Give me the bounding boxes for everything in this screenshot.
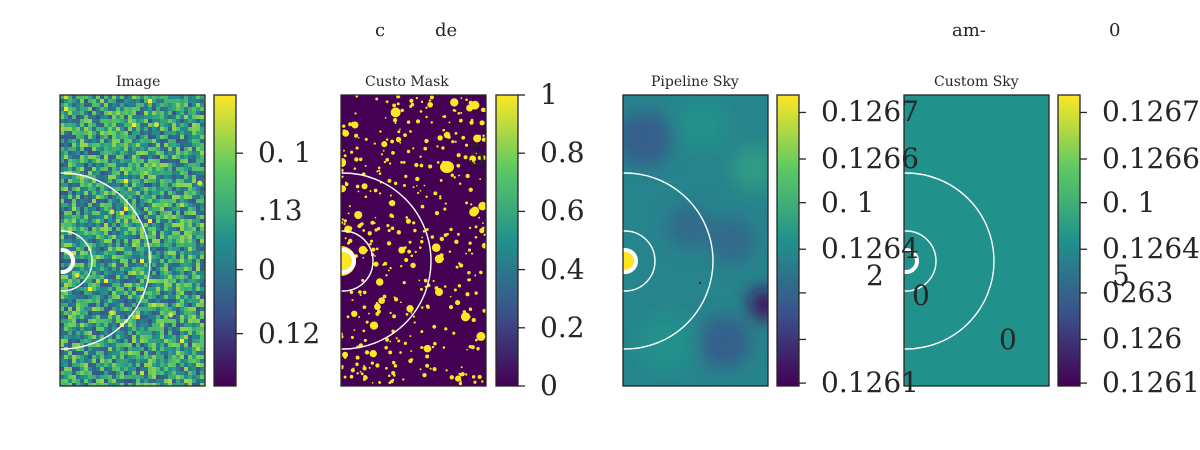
colorbar-tick-label: 0263 — [1102, 276, 1174, 309]
stray-label: 5 — [1112, 259, 1130, 292]
annulus-ring — [341, 230, 374, 292]
colorbar-tick-label: 0.1261 — [1102, 366, 1200, 399]
heatmap-image — [623, 95, 768, 386]
panel-image — [59, 94, 243, 387]
colorbar-tick-label: 0 — [258, 253, 276, 286]
colorbar-tick-label: 0.1264 — [1102, 232, 1200, 265]
suptitle-fragment: 0 — [1109, 20, 1121, 41]
colorbar-tick-label: 0. 1 — [258, 136, 312, 169]
colorbar-tick-label: 0.1261 — [821, 366, 919, 399]
annulus-ring — [623, 230, 656, 292]
heatmap-image — [60, 95, 205, 386]
suptitle-fragment: de — [435, 20, 458, 41]
suptitle-fragment: c — [375, 20, 386, 41]
colorbar-tick-label: 0.4 — [540, 253, 585, 286]
colorbar-tick-label: 0.6 — [540, 194, 585, 227]
sky-spot — [698, 281, 702, 285]
colorbar-tick-label: 0.1267 — [1102, 95, 1200, 128]
panel-title-pipeline-sky: Pipeline Sky — [651, 74, 739, 90]
axes-frame — [340, 94, 487, 387]
heatmap-image — [904, 95, 1049, 386]
colorbar-tick-label: .13 — [258, 194, 303, 227]
axes-frame — [622, 94, 769, 387]
panel-pipeline-sky — [622, 94, 806, 387]
annulus-ring — [60, 248, 75, 274]
panel-custom-sky — [903, 94, 1087, 387]
annulus-ring — [623, 172, 714, 350]
colorbar-tick-label: 0.1266 — [1102, 142, 1200, 175]
colorbar-tick-label: 0.1266 — [821, 142, 919, 175]
axes-frame — [903, 94, 1050, 387]
colorbar-tick-label: 1 — [540, 78, 558, 111]
colorbar — [776, 94, 800, 387]
colorbar-tick-label: 0 — [540, 369, 558, 402]
colorbar-tick-label: 0.126 — [1102, 322, 1183, 355]
annulus-ring — [904, 172, 995, 350]
colorbar-tick-label: 0.8 — [540, 136, 585, 169]
colorbar-tick-label: 0. 1 — [821, 186, 875, 219]
annulus-ring — [60, 230, 93, 292]
annulus-ring — [60, 172, 151, 350]
annulus-ring — [341, 172, 432, 350]
colorbar — [495, 94, 519, 387]
colorbar — [213, 94, 237, 387]
annulus-ring — [904, 230, 937, 292]
panel-title-mask: Custo Mask — [365, 74, 449, 90]
colorbar-tick-label: 0.1264 — [821, 232, 919, 265]
panel-custo-mask — [340, 94, 525, 387]
colorbar-tick-label: 0.12 — [258, 317, 321, 350]
stray-label: 0 — [912, 279, 930, 312]
colorbar-tick-label: 0.1267 — [821, 95, 919, 128]
stray-label: 0 — [999, 323, 1017, 356]
colorbar — [1057, 94, 1081, 387]
annulus-ring — [904, 248, 919, 274]
stray-label: 2 — [866, 259, 884, 292]
annulus-ring — [341, 248, 356, 274]
heatmap-image — [341, 95, 486, 386]
panel-title-image: Image — [116, 74, 161, 90]
colorbar-tick-label: 0.2 — [540, 311, 585, 344]
stray-label: 5 — [468, 139, 486, 172]
colorbar-tick-label: 0. 1 — [1102, 186, 1156, 219]
annulus-ring — [623, 248, 638, 274]
suptitle-fragment: am- — [952, 20, 986, 41]
axes-frame — [59, 94, 206, 387]
panel-title-custom-sky: Custom Sky — [934, 74, 1019, 90]
